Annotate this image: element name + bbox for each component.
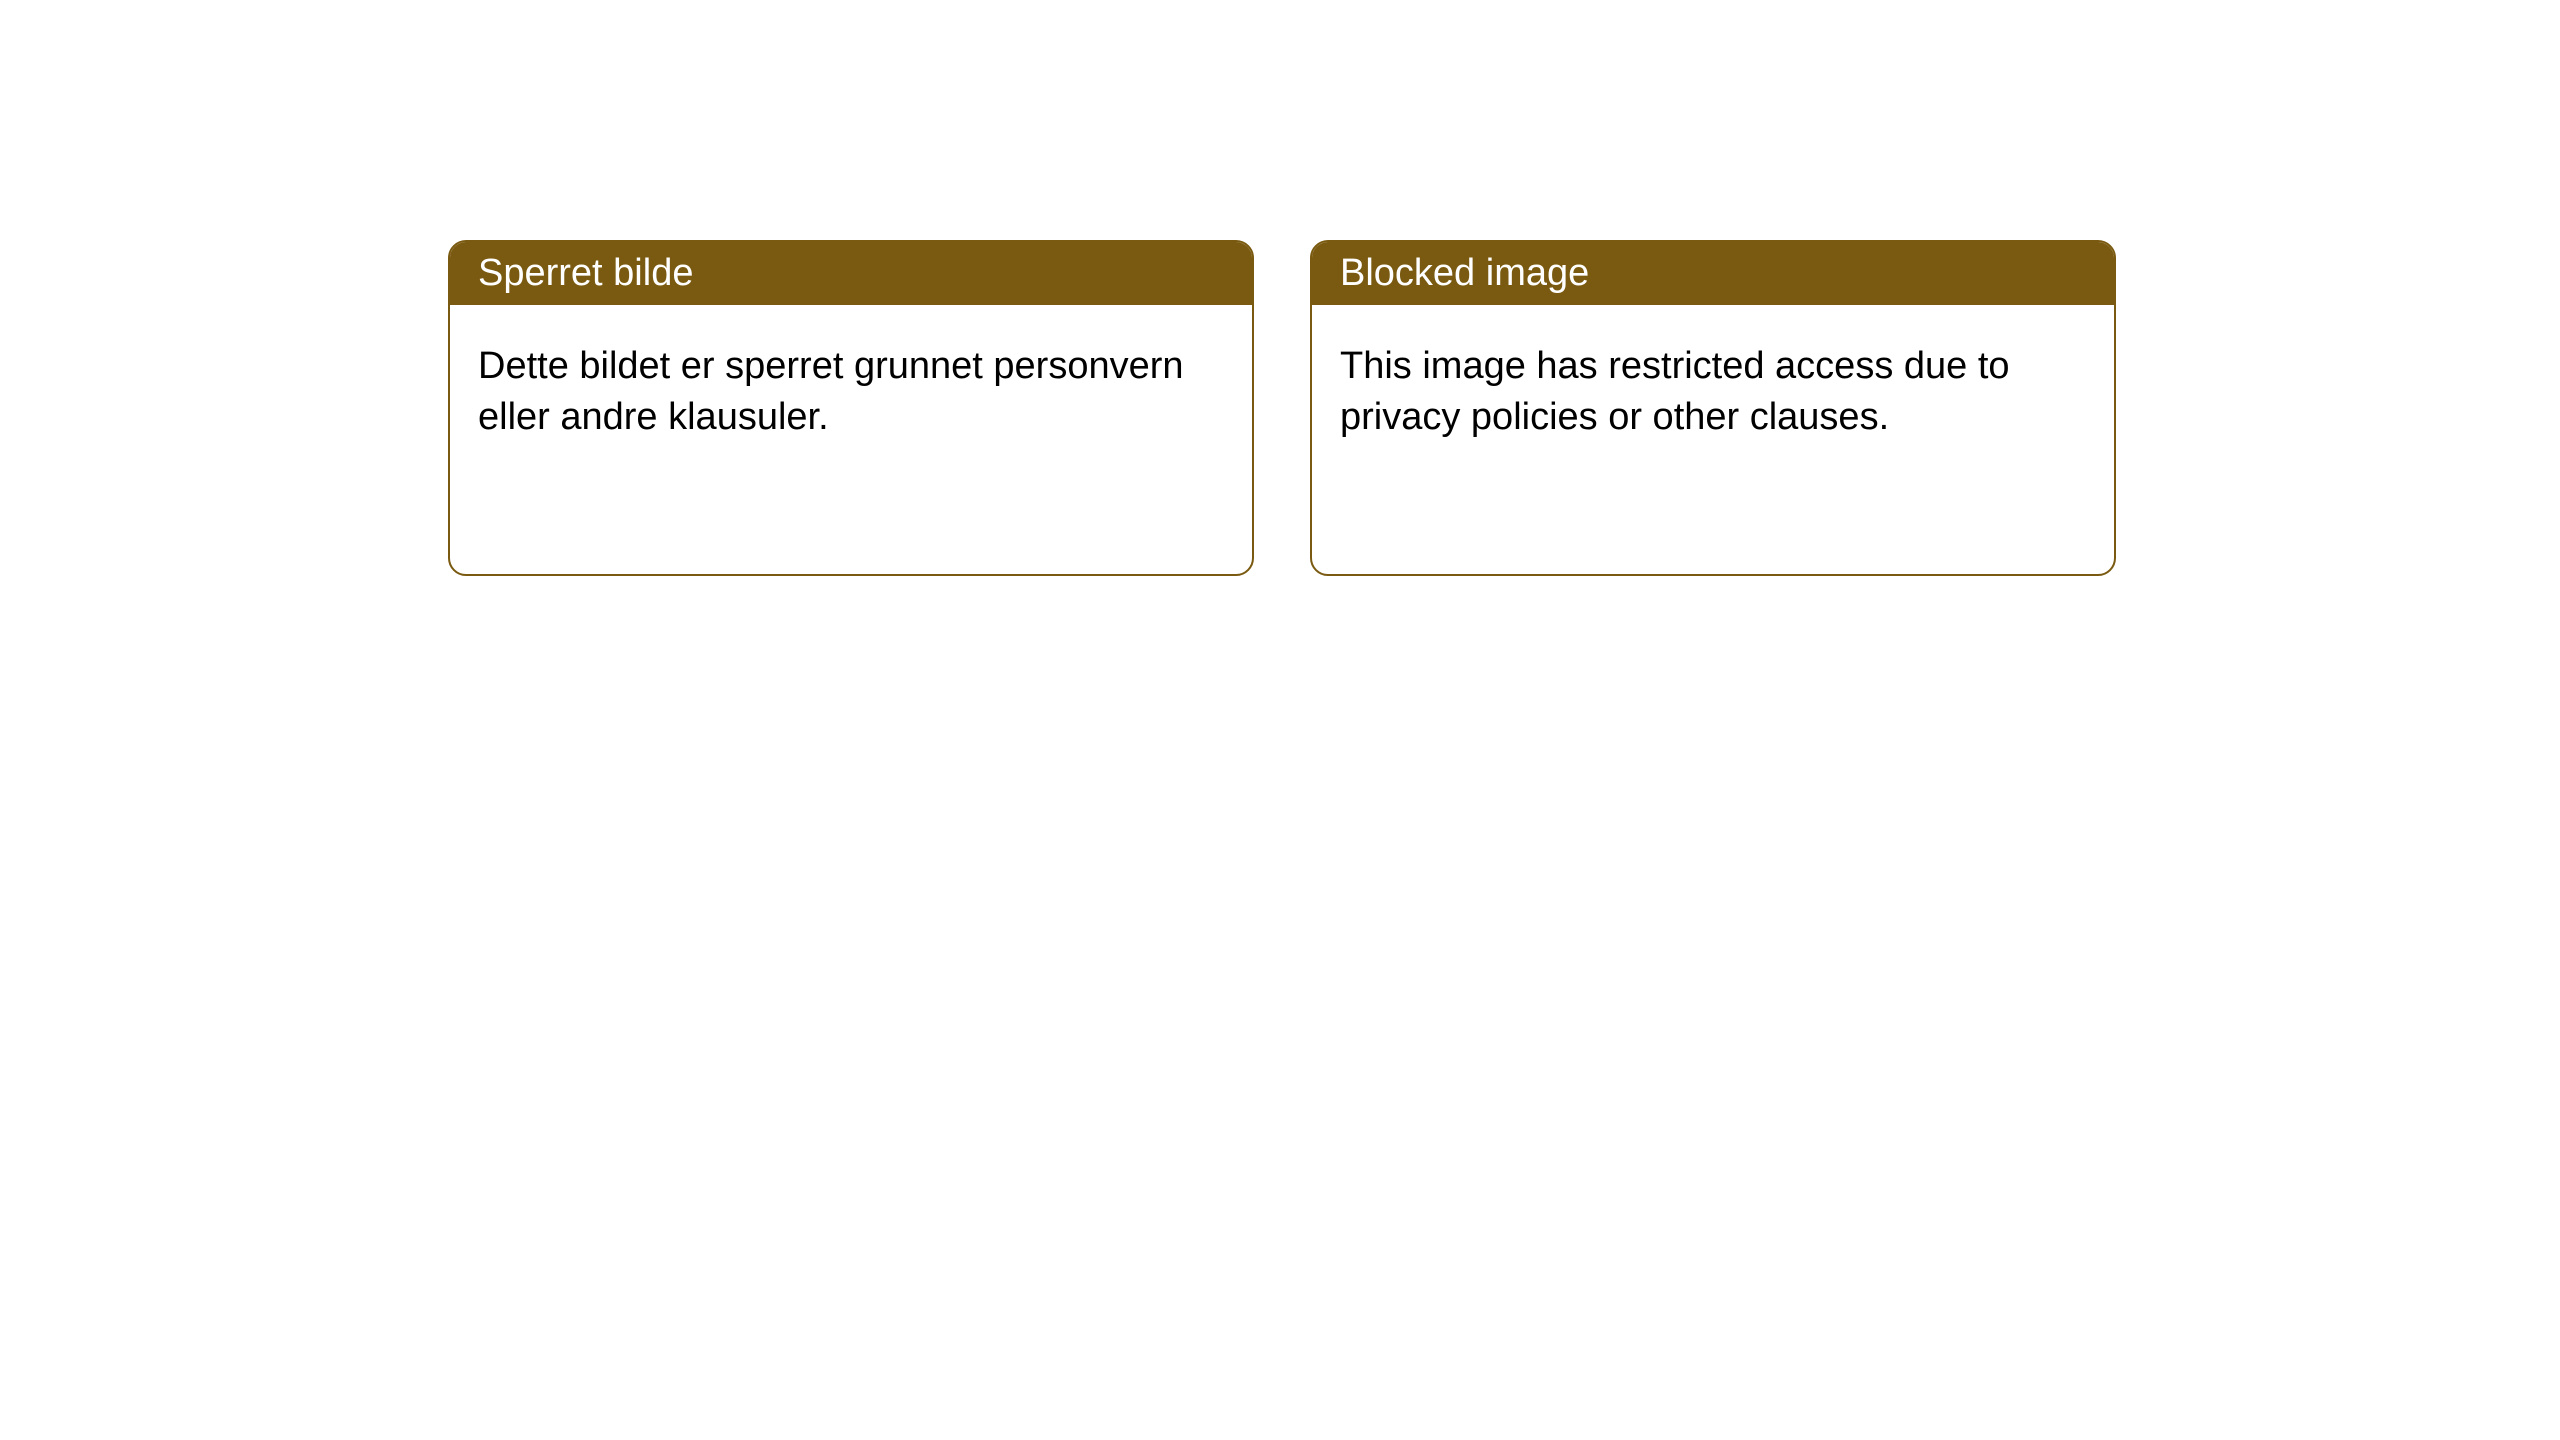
card-norwegian: Sperret bilde Dette bildet er sperret gr…	[448, 240, 1254, 576]
card-header: Sperret bilde	[450, 242, 1252, 305]
card-body: Dette bildet er sperret grunnet personve…	[450, 305, 1252, 480]
card-header: Blocked image	[1312, 242, 2114, 305]
card-body-text: This image has restricted access due to …	[1340, 345, 2010, 438]
card-body: This image has restricted access due to …	[1312, 305, 2114, 480]
card-title: Blocked image	[1340, 252, 1589, 294]
notice-cards-container: Sperret bilde Dette bildet er sperret gr…	[448, 240, 2116, 576]
card-body-text: Dette bildet er sperret grunnet personve…	[478, 345, 1184, 438]
card-title: Sperret bilde	[478, 252, 693, 294]
card-english: Blocked image This image has restricted …	[1310, 240, 2116, 576]
